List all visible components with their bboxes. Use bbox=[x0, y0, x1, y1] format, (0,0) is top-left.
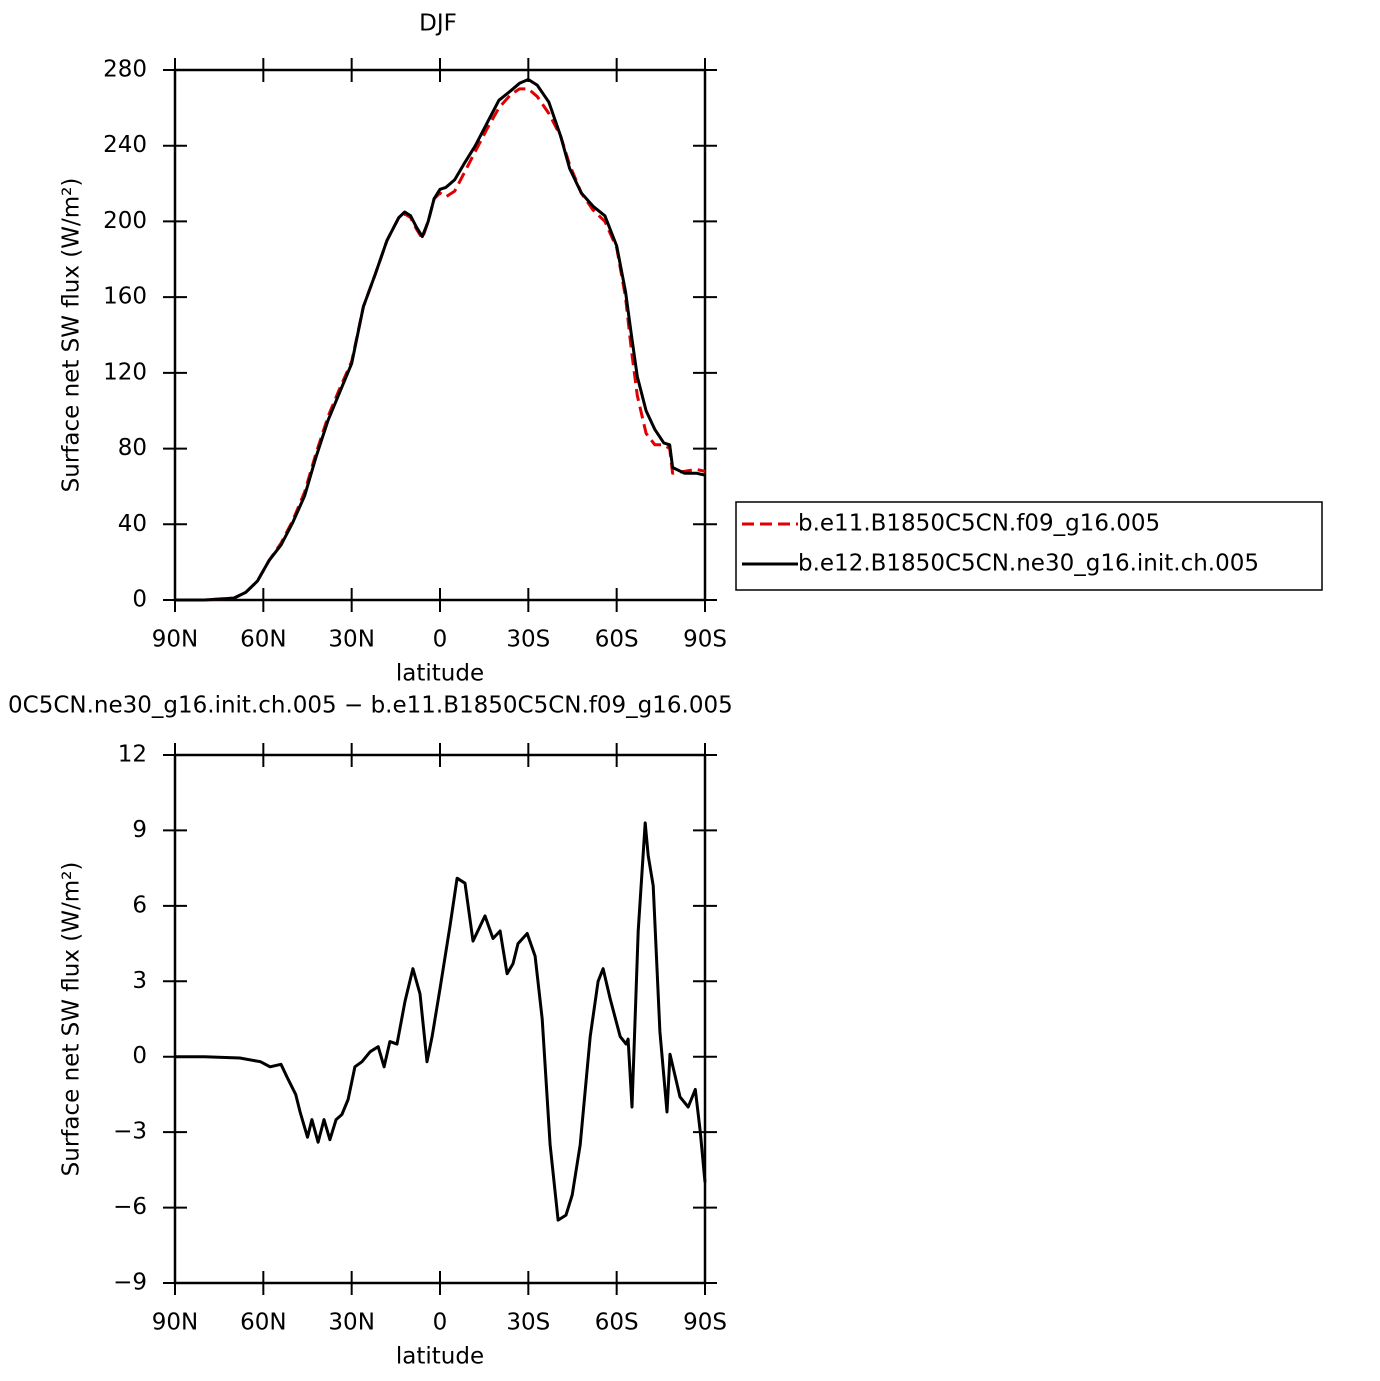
y-tick-label: 280 bbox=[103, 57, 147, 83]
y-tick-label: 0 bbox=[132, 587, 147, 613]
chart-title: 0C5CN.ne30_g16.init.ch.005 − b.e11.B1850… bbox=[8, 693, 733, 719]
x-axis-label: latitude bbox=[396, 1344, 484, 1370]
y-tick-label: 200 bbox=[103, 208, 147, 234]
y-tick-label: 12 bbox=[118, 742, 147, 768]
x-tick-label: 30S bbox=[506, 627, 550, 653]
y-tick-label: 9 bbox=[132, 817, 147, 843]
x-tick-label: 0 bbox=[433, 627, 448, 653]
chart-title: DJF bbox=[419, 11, 457, 37]
x-tick-label: 90N bbox=[152, 1310, 198, 1336]
x-tick-label: 90S bbox=[683, 627, 727, 653]
x-tick-label: 30S bbox=[506, 1310, 550, 1336]
x-tick-label: 60S bbox=[595, 1310, 639, 1336]
x-tick-label: 90N bbox=[152, 627, 198, 653]
data-line bbox=[175, 78, 706, 602]
x-tick-label: 60N bbox=[240, 1310, 286, 1336]
x-tick-label: 30N bbox=[328, 627, 374, 653]
x-tick-label: 90S bbox=[683, 1310, 727, 1336]
legend-box bbox=[735, 501, 1323, 591]
legend-label: b.e12.B1850C5CN.ne30_g16.init.ch.005 bbox=[798, 551, 1259, 577]
y-tick-label: 160 bbox=[103, 284, 147, 310]
y-tick-label: 0 bbox=[132, 1043, 147, 1069]
x-tick-label: 60S bbox=[595, 627, 639, 653]
plot-frame bbox=[173, 753, 707, 1285]
y-axis-label: Surface net SW flux (W/m²) bbox=[59, 862, 85, 1177]
legend-label: b.e11.B1850C5CN.f09_g16.005 bbox=[798, 511, 1160, 537]
plot-frame bbox=[173, 68, 707, 602]
x-tick-label: 30N bbox=[328, 1310, 374, 1336]
y-tick-label: 6 bbox=[132, 892, 147, 918]
y-tick-label: 240 bbox=[103, 132, 147, 158]
y-axis-label: Surface net SW flux (W/m²) bbox=[59, 178, 85, 493]
data-line bbox=[175, 821, 707, 1222]
y-tick-label: 120 bbox=[103, 359, 147, 385]
data-line bbox=[175, 87, 706, 602]
x-tick-label: 60N bbox=[240, 627, 286, 653]
y-tick-label: −9 bbox=[113, 1270, 147, 1296]
y-tick-label: 80 bbox=[118, 435, 147, 461]
y-tick-label: −6 bbox=[113, 1194, 147, 1220]
y-tick-label: 3 bbox=[132, 968, 147, 994]
y-tick-label: −3 bbox=[113, 1119, 147, 1145]
y-tick-label: 40 bbox=[118, 511, 147, 537]
x-axis-label: latitude bbox=[396, 661, 484, 687]
x-tick-label: 0 bbox=[433, 1310, 448, 1336]
